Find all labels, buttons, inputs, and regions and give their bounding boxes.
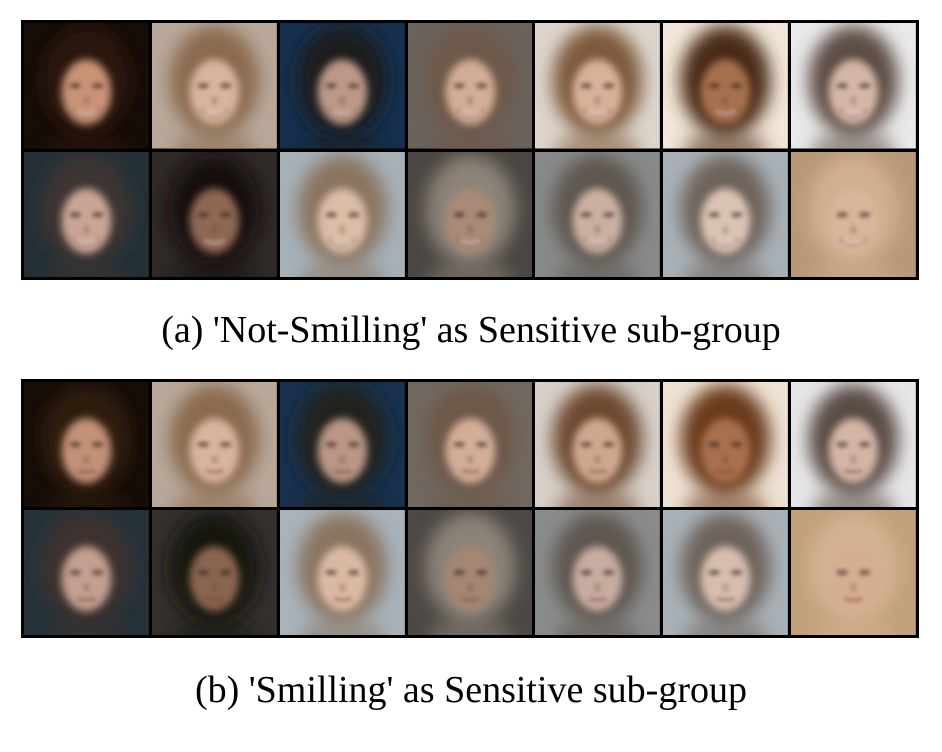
face-grid-b xyxy=(21,379,919,638)
face-image xyxy=(279,23,405,149)
face-image xyxy=(663,382,789,507)
face-image xyxy=(24,510,149,635)
face-image xyxy=(535,151,661,277)
caption-a: (a) 'Not-Smilling' as Sensitive sub-grou… xyxy=(161,309,781,351)
face-image xyxy=(535,510,661,635)
face-image xyxy=(535,23,661,149)
face-image xyxy=(791,510,916,635)
face-image xyxy=(151,382,277,507)
face-image xyxy=(151,23,277,149)
face-image xyxy=(791,382,916,507)
caption-b: (b) 'Smilling' as Sensitive sub-group xyxy=(194,669,747,711)
face-image xyxy=(791,151,916,277)
face-image xyxy=(407,382,533,507)
face-image xyxy=(407,510,533,635)
face-image xyxy=(151,510,277,635)
face-image xyxy=(279,510,405,635)
face-image xyxy=(24,23,149,149)
face-image xyxy=(407,23,533,149)
face-grid-a xyxy=(21,20,919,280)
face-image xyxy=(151,151,277,277)
face-image xyxy=(535,382,661,507)
face-image xyxy=(279,151,405,277)
face-image xyxy=(663,510,789,635)
face-image xyxy=(24,151,149,277)
face-image xyxy=(279,382,405,507)
face-image xyxy=(663,23,789,149)
face-image xyxy=(407,151,533,277)
face-image xyxy=(24,382,149,507)
face-image xyxy=(663,151,789,277)
face-image xyxy=(791,23,916,149)
